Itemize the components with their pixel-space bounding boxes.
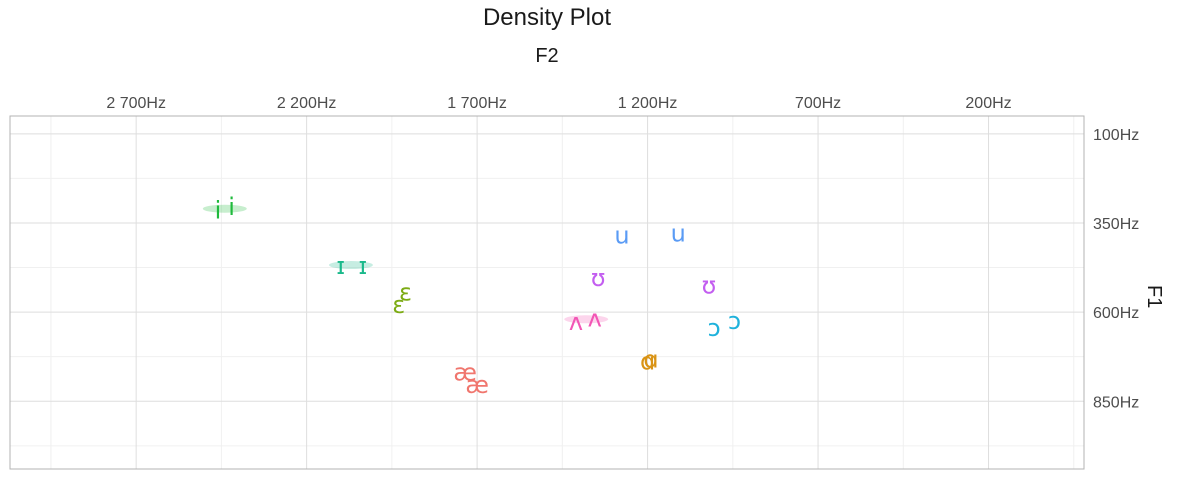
vowel-point: i — [228, 193, 235, 221]
y-tick-label: 350Hz — [1093, 216, 1139, 233]
vowel-point: ɪ — [336, 252, 345, 280]
vowel-point: ɛ — [399, 279, 412, 307]
vowel-point: i — [215, 196, 222, 224]
x-tick-label: 200Hz — [965, 95, 1011, 112]
vowel-point: u — [671, 220, 686, 248]
panel-border — [9, 115, 1085, 470]
vowel-point: ʊ — [702, 271, 717, 299]
vowel-point: æ — [453, 359, 477, 387]
x-tick-label: 2 700Hz — [106, 95, 166, 112]
vowel-point: ʌ — [569, 308, 583, 336]
density-layer — [202, 204, 609, 324]
x-tick-label: 1 200Hz — [618, 95, 678, 112]
chart-title: Density Plot — [482, 4, 612, 31]
grid-lines — [10, 116, 1084, 469]
vowel-point: ʌ — [588, 305, 602, 333]
x-axis-title: F2 — [535, 45, 559, 67]
vowel-point: ɑ — [640, 347, 655, 375]
density-ellipse — [564, 315, 609, 324]
x-tick-label: 700Hz — [795, 95, 841, 112]
vowel-point: ɪ — [358, 252, 367, 280]
x-tick-label: 2 200Hz — [277, 95, 337, 112]
density-ellipse — [328, 261, 373, 270]
vowel-point: ɛ — [392, 291, 405, 319]
density-ellipse — [202, 204, 247, 213]
y-tick-label: 850Hz — [1093, 394, 1139, 411]
x-axis-ticks: 2 700Hz 2 200Hz 1 700Hz 1 200Hz 700Hz 200Hz — [106, 95, 1011, 112]
y-tick-label: 100Hz — [1093, 127, 1139, 144]
y-tick-label: 600Hz — [1093, 305, 1139, 322]
vowel-point: ɔ — [707, 314, 720, 342]
vowel-point: ʊ — [591, 264, 606, 292]
vowel-point: ɑ — [643, 346, 658, 374]
x-tick-label: 1 700Hz — [447, 95, 507, 112]
vowel-point: u — [614, 221, 629, 249]
vowel-point: æ — [465, 371, 489, 399]
vowel-point: ɔ — [728, 307, 741, 335]
y-axis-ticks: 100Hz 350Hz 600Hz 850Hz — [1093, 127, 1139, 411]
